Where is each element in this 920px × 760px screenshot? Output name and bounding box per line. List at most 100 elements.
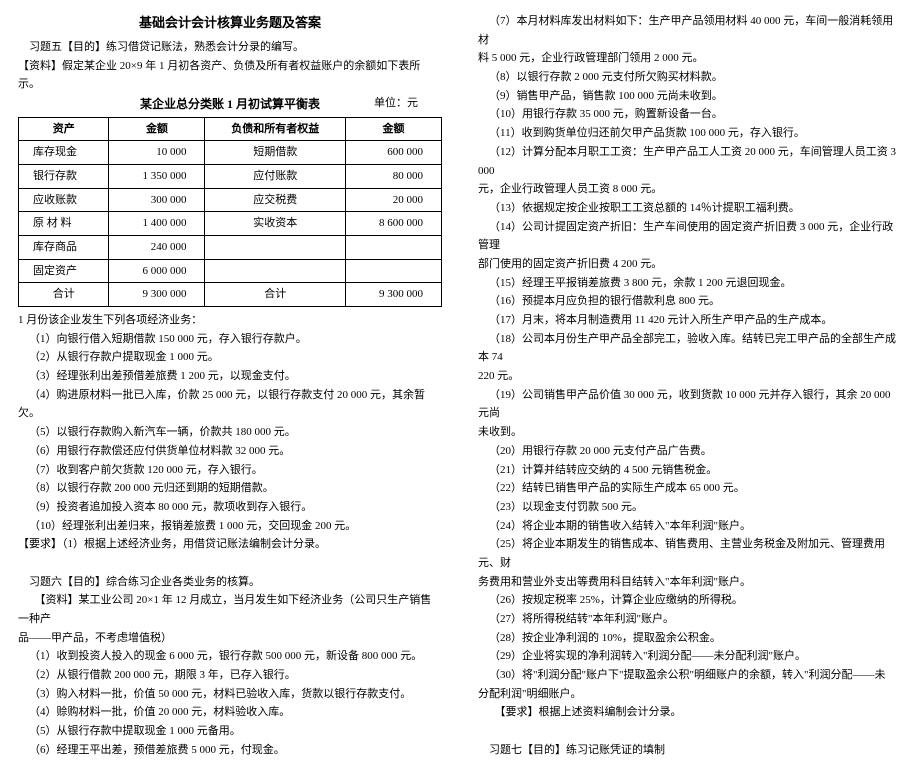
list-item: （18）公司本月份生产甲产品全部完工，验收入库。结转已完工甲产品的全部生产成本 … bbox=[478, 330, 902, 367]
ex5-lead: 1 月份该企业发生下列各项经济业务： bbox=[18, 311, 442, 330]
cell: 原 材 料 bbox=[19, 212, 109, 236]
list-item-cont: 料 5 000 元，企业行政管理部门领用 2 000 元。 bbox=[478, 49, 902, 68]
blank-line bbox=[18, 554, 442, 573]
list-item: （17）月末，将本月制造费用 11 420 元计入所生产甲产品的生产成本。 bbox=[478, 311, 902, 330]
left-column: 基础会计会计核算业务题及答案 习题五【目的】练习借贷记账法，熟悉会计分录的编写。… bbox=[0, 0, 460, 651]
list-item: （3）经理张利出差预借差旅费 1 200 元，以现金支付。 bbox=[18, 367, 442, 386]
ex6-intro: 习题六【目的】综合练习企业各类业务的核算。 bbox=[18, 573, 442, 592]
doc-title: 基础会计会计核算业务题及答案 bbox=[18, 12, 442, 34]
table-row: 库存现金10 000短期借款600 000 bbox=[19, 141, 442, 165]
cell: 1 400 000 bbox=[109, 212, 205, 236]
list-item: （11）收到购货单位归还前欠甲产品货款 100 000 元，存入银行。 bbox=[478, 124, 902, 143]
ex7-intro: 习题七【目的】练习记账凭证的填制 bbox=[478, 741, 902, 760]
table-row: 库存商品240 000 bbox=[19, 235, 442, 259]
list-item-cont: 未收到。 bbox=[478, 423, 902, 442]
cell: 9 300 000 bbox=[109, 283, 205, 307]
list-item: （2）从银行借款 200 000 元，期限 3 年，已存入银行。 bbox=[18, 666, 442, 685]
list-item-cont: 务费用和营业外支出等费用科目结转入"本年利润"账户。 bbox=[478, 573, 902, 592]
list-item: （9）销售甲产品，销售款 100 000 元尚未收到。 bbox=[478, 87, 902, 106]
cell: 银行存款 bbox=[19, 164, 109, 188]
list-item: （8）以银行存款 2 000 元支付所欠购买材料款。 bbox=[478, 68, 902, 87]
list-item: （5）从银行存款中提取现金 1 000 元备用。 bbox=[18, 722, 442, 741]
table-row: 银行存款1 350 000应付账款80 000 bbox=[19, 164, 442, 188]
table-total-row: 合计9 300 000合计9 300 000 bbox=[19, 283, 442, 307]
cell: 应收账款 bbox=[19, 188, 109, 212]
list-item: （27）将所得税结转"本年利润"账户。 bbox=[478, 610, 902, 629]
cell: 300 000 bbox=[109, 188, 205, 212]
cell bbox=[205, 235, 346, 259]
list-item-cont: 分配利润"明细账户。 bbox=[478, 685, 902, 704]
table-unit: 单位：元 bbox=[374, 94, 418, 113]
list-item: （28）按企业净利润的 10%，提取盈余公积金。 bbox=[478, 629, 902, 648]
cell: 应付账款 bbox=[205, 164, 346, 188]
ex5-intro: 习题五【目的】练习借贷记账法，熟悉会计分录的编写。 bbox=[18, 38, 442, 57]
list-item: （3）购入材料一批，价值 50 000 元，材料已验收入库，货款以银行存款支付。 bbox=[18, 685, 442, 704]
list-item: （4）赊购材料一批，价值 20 000 元，材料验收入库。 bbox=[18, 703, 442, 722]
list-item: （7）本月材料库发出材料如下：生产甲产品领用材料 40 000 元，车间一般消耗… bbox=[478, 12, 902, 49]
cell: 固定资产 bbox=[19, 259, 109, 283]
list-item: （19）公司销售甲产品价值 30 000 元，收到货款 10 000 元并存入银… bbox=[478, 386, 902, 423]
blank-line bbox=[478, 722, 902, 741]
list-item: （29）企业将实现的净利润转入"利润分配——未分配利润"账户。 bbox=[478, 647, 902, 666]
cell: 应交税费 bbox=[205, 188, 346, 212]
cell bbox=[205, 259, 346, 283]
cell: 库存现金 bbox=[19, 141, 109, 165]
th-asset: 资产 bbox=[19, 117, 109, 141]
list-item: （20）用银行存款 20 000 元支付产品广告费。 bbox=[478, 442, 902, 461]
list-item: （9）投资者追加投入资本 80 000 元，款项收到存入银行。 bbox=[18, 498, 442, 517]
list-item-cont: 220 元。 bbox=[478, 367, 902, 386]
cell: 10 000 bbox=[109, 141, 205, 165]
table-row: 原 材 料1 400 000实收资本8 600 000 bbox=[19, 212, 442, 236]
ex5-req: 【要求】（1）根据上述经济业务，用借贷记账法编制会计分录。 bbox=[18, 535, 442, 554]
cell: 库存商品 bbox=[19, 235, 109, 259]
cell: 600 000 bbox=[345, 141, 441, 165]
list-item: （25）将企业本期发生的销售成本、销售费用、主营业务税金及附加元、管理费用元、财 bbox=[478, 535, 902, 572]
cell: 实收资本 bbox=[205, 212, 346, 236]
list-item: （5）以银行存款购入新汽车一辆，价款共 180 000 元。 bbox=[18, 423, 442, 442]
cell: 合计 bbox=[19, 283, 109, 307]
list-item: （14）公司计提固定资产折旧：生产车间使用的固定资产折旧费 3 000 元，企业… bbox=[478, 218, 902, 255]
list-item: （21）计算并结转应交纳的 4 500 元销售税金。 bbox=[478, 461, 902, 480]
list-item: （26）按规定税率 25%，计算企业应缴纳的所得税。 bbox=[478, 591, 902, 610]
cell: 240 000 bbox=[109, 235, 205, 259]
list-item: （10）用银行存款 35 000 元，购置新设备一台。 bbox=[478, 105, 902, 124]
cell: 6 000 000 bbox=[109, 259, 205, 283]
cell: 8 600 000 bbox=[345, 212, 441, 236]
th-liab: 负债和所有者权益 bbox=[205, 117, 346, 141]
list-item: （6）经理王平出差，预借差旅费 5 000 元，付现金。 bbox=[18, 741, 442, 760]
list-item: （2）从银行存款户提取现金 1 000 元。 bbox=[18, 348, 442, 367]
list-item-cont: 元，企业行政管理人员工资 8 000 元。 bbox=[478, 180, 902, 199]
list-item: （7）收到客户前欠货款 120 000 元，存入银行。 bbox=[18, 461, 442, 480]
list-item: （15）经理王平报销差旅费 3 800 元，余款 1 200 元退回现金。 bbox=[478, 274, 902, 293]
cell: 1 350 000 bbox=[109, 164, 205, 188]
ex5-material: 【资料】假定某企业 20×9 年 1 月初各资产、负债及所有者权益账户的余额如下… bbox=[18, 57, 442, 94]
list-item: （22）结转已销售甲产品的实际生产成本 65 000 元。 bbox=[478, 479, 902, 498]
table-row: 应收账款300 000应交税费20 000 bbox=[19, 188, 442, 212]
list-item: （4）购进原材料一批已入库，价款 25 000 元，以银行存款支付 20 000… bbox=[18, 386, 442, 423]
list-item: （1）收到投资人投入的现金 6 000 元，银行存款 500 000 元，新设备… bbox=[18, 647, 442, 666]
list-item: （12）计算分配本月职工工资：生产甲产品工人工资 20 000 元，车间管理人员… bbox=[478, 143, 902, 180]
list-item: （10）经理张利出差归来，报销差旅费 1 000 元，交回现金 200 元。 bbox=[18, 517, 442, 536]
list-item: （30）将"利润分配"账户下"提取盈余公积"明细账户的余额，转入"利润分配——未 bbox=[478, 666, 902, 685]
right-column: （7）本月材料库发出材料如下：生产甲产品领用材料 40 000 元，车间一般消耗… bbox=[460, 0, 920, 651]
ex6-material-1: 【资料】某工业公司 20×1 年 12 月成立，当月发生如下经济业务（公司只生产… bbox=[18, 591, 442, 628]
balance-table: 资产 金额 负债和所有者权益 金额 库存现金10 000短期借款600 000 … bbox=[18, 117, 442, 308]
th-asset-amt: 金额 bbox=[109, 117, 205, 141]
cell bbox=[345, 259, 441, 283]
cell bbox=[345, 235, 441, 259]
table-header-row: 资产 金额 负债和所有者权益 金额 bbox=[19, 117, 442, 141]
cell: 合计 bbox=[205, 283, 346, 307]
list-item: （6）用银行存款偿还应付供货单位材料款 32 000 元。 bbox=[18, 442, 442, 461]
ex6-req: 【要求】根据上述资料编制会计分录。 bbox=[478, 703, 902, 722]
ex6-material-2: 品——甲产品，不考虑增值税） bbox=[18, 629, 442, 648]
cell: 80 000 bbox=[345, 164, 441, 188]
th-liab-amt: 金额 bbox=[345, 117, 441, 141]
cell: 20 000 bbox=[345, 188, 441, 212]
list-item: （16）预提本月应负担的银行借款利息 800 元。 bbox=[478, 292, 902, 311]
cell: 9 300 000 bbox=[345, 283, 441, 307]
list-item: （13）依据规定按企业按职工工资总额的 14％计提职工福利费。 bbox=[478, 199, 902, 218]
list-item: （23）以现金支付罚款 500 元。 bbox=[478, 498, 902, 517]
list-item: （24）将企业本期的销售收入结转入"本年利润"账户。 bbox=[478, 517, 902, 536]
list-item: （1）向银行借入短期借款 150 000 元，存入银行存款户。 bbox=[18, 330, 442, 349]
list-item: （8）以银行存款 200 000 元归还到期的短期借款。 bbox=[18, 479, 442, 498]
